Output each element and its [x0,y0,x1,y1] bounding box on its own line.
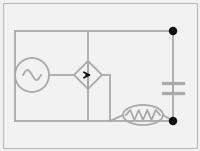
Circle shape [170,27,177,34]
Circle shape [170,117,177,125]
